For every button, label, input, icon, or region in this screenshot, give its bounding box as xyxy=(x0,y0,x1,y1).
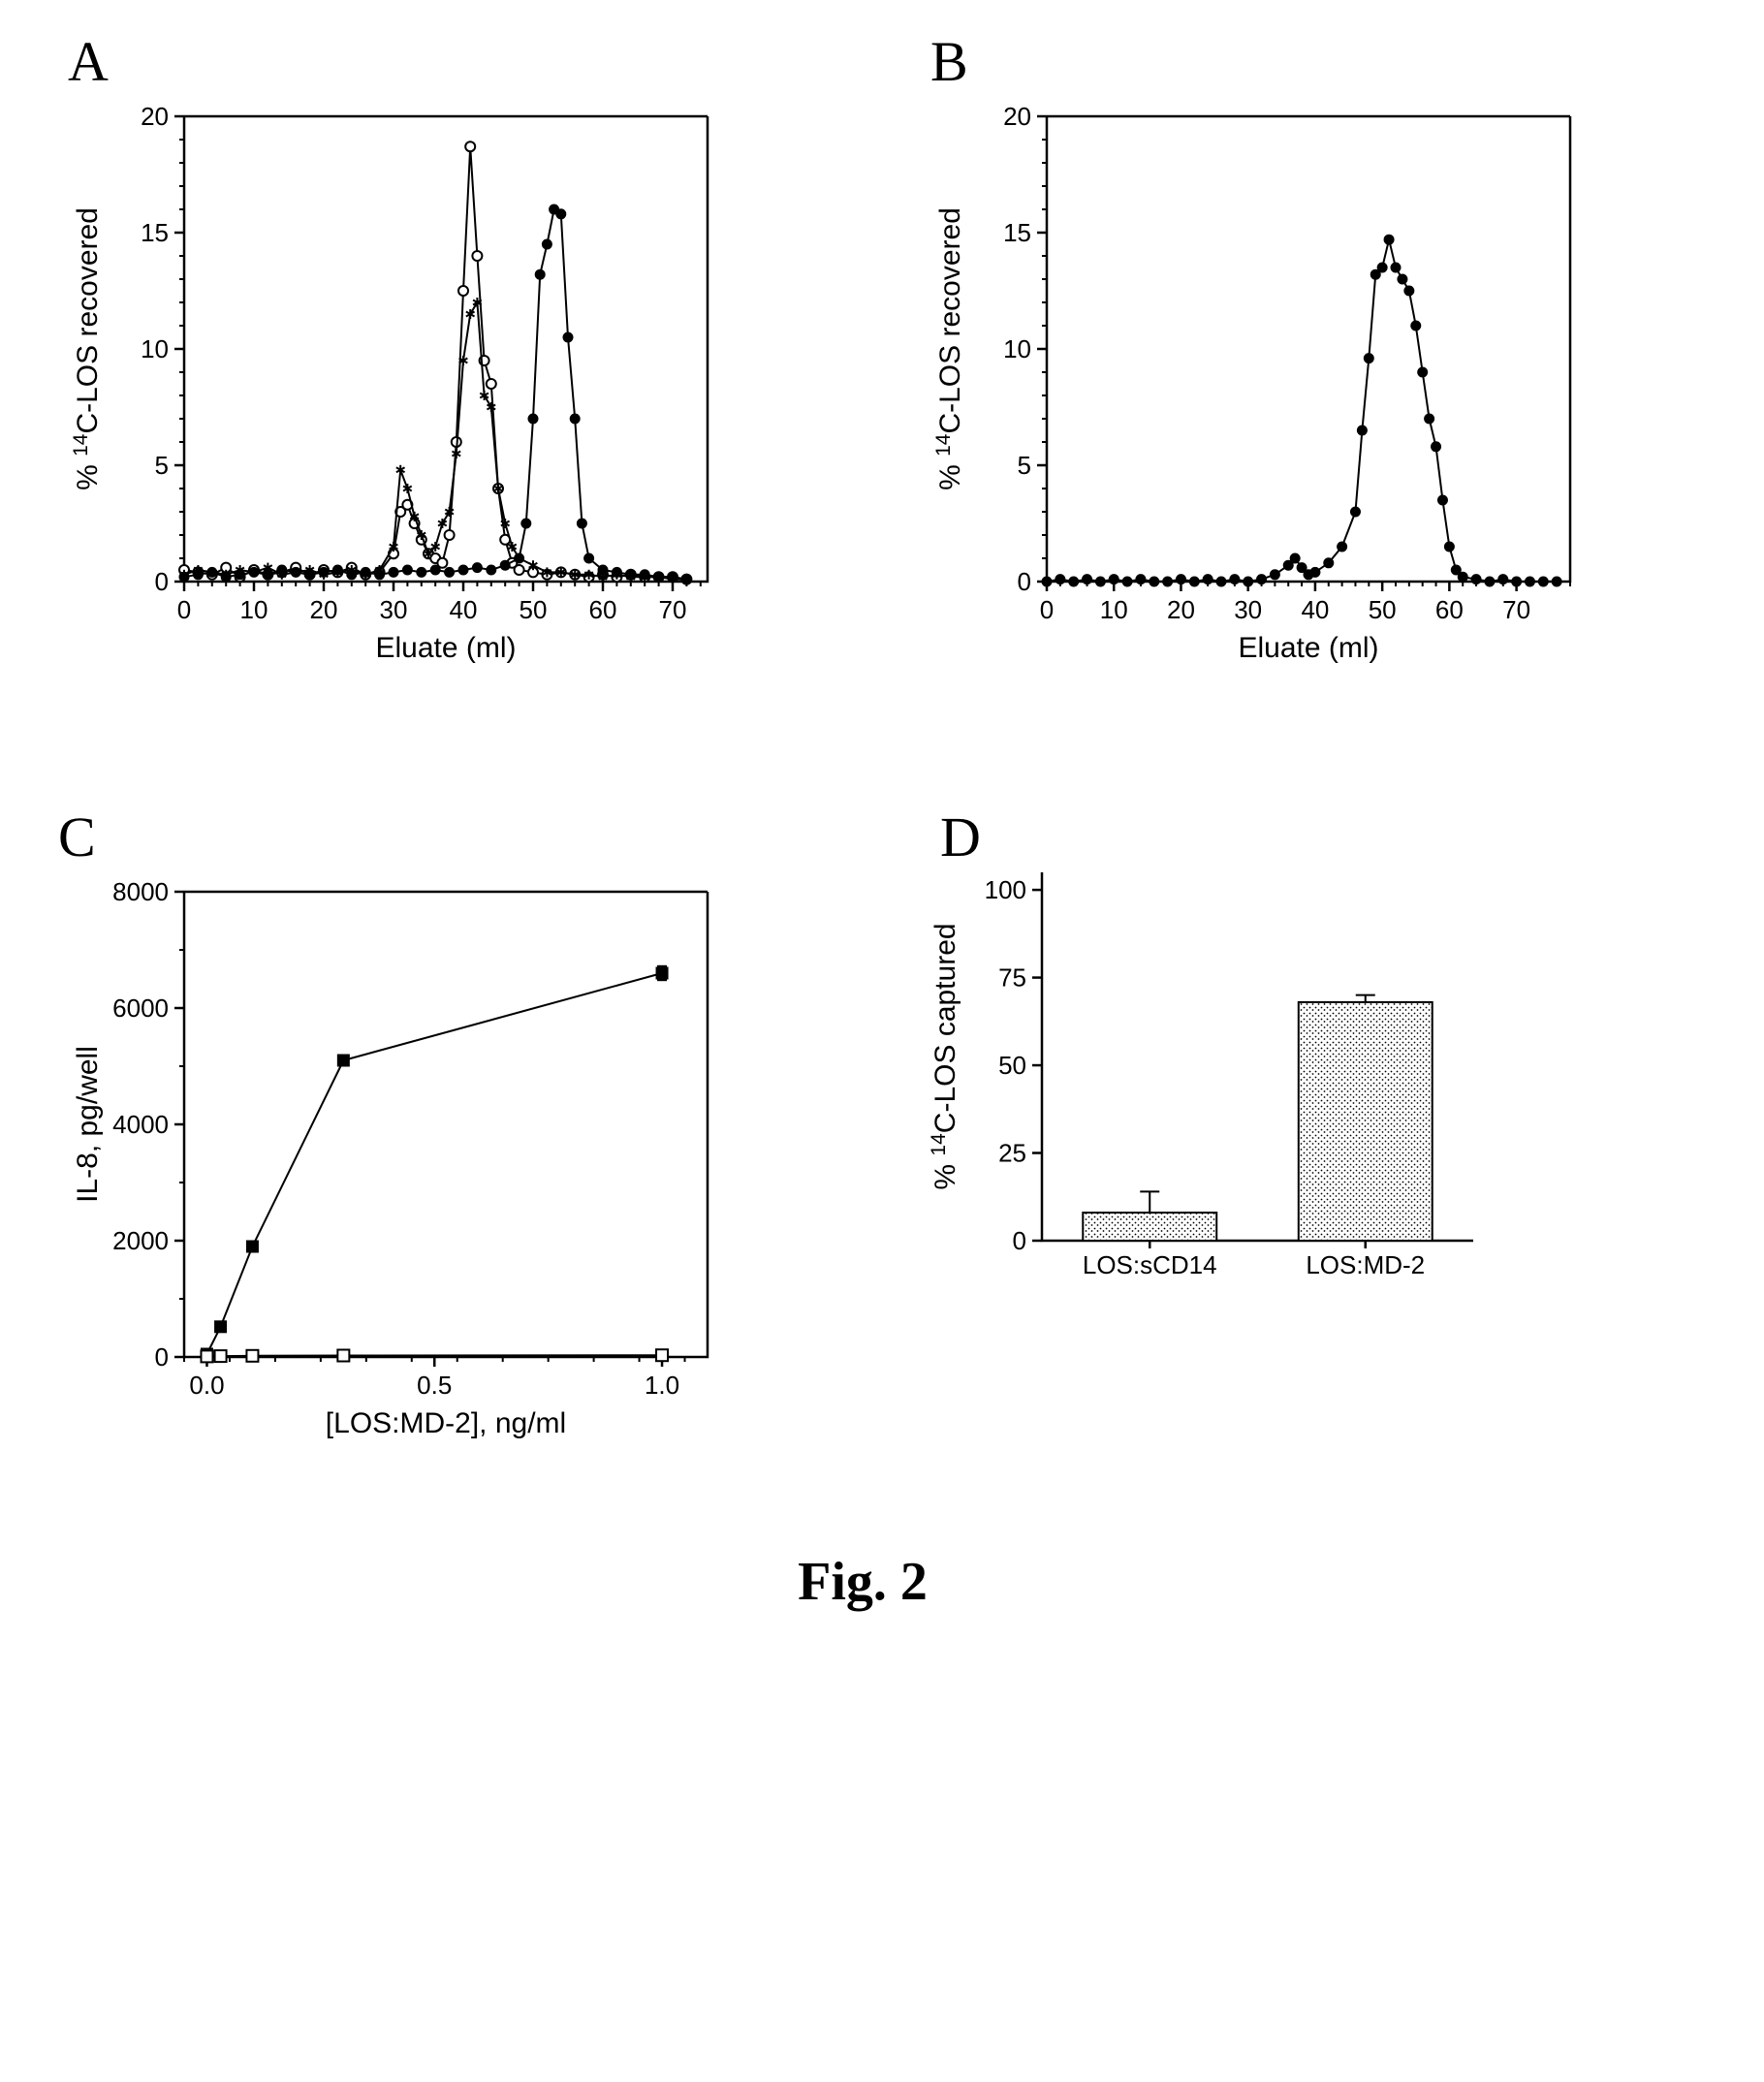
panel-d-label: D xyxy=(940,804,981,869)
svg-text:70: 70 xyxy=(1502,595,1530,624)
svg-text:50: 50 xyxy=(520,595,548,624)
svg-text:75: 75 xyxy=(998,963,1026,993)
svg-text:40: 40 xyxy=(450,595,478,624)
svg-text:IL-8, pg/well: IL-8, pg/well xyxy=(72,1046,104,1203)
panel-c-label: C xyxy=(58,804,96,869)
svg-text:0: 0 xyxy=(177,595,191,624)
svg-text:70: 70 xyxy=(659,595,687,624)
svg-text:15: 15 xyxy=(1003,218,1031,247)
panel-a-label: A xyxy=(68,29,109,94)
svg-text:10: 10 xyxy=(1100,595,1128,624)
svg-text:% 14C-LOS recovered: % 14C-LOS recovered xyxy=(70,207,104,490)
svg-text:5: 5 xyxy=(1018,451,1031,480)
panel-d-chart: 0 25 50 75 100 % 14C-LOS captured LOS:sCD14 LOS… xyxy=(901,814,1531,1357)
svg-text:0: 0 xyxy=(1013,1226,1026,1255)
svg-text:8000: 8000 xyxy=(112,877,169,906)
panel-a: A 01020304050607005101520Eluate (ml)% 14… xyxy=(39,39,824,698)
svg-text:1.0: 1.0 xyxy=(645,1371,679,1400)
svg-text:10: 10 xyxy=(240,595,268,624)
panel-b-label: B xyxy=(930,29,968,94)
svg-text:% 14C-LOS captured: % 14C-LOS captured xyxy=(928,923,961,1189)
svg-text:20: 20 xyxy=(1003,102,1031,131)
figure-2: A 01020304050607005101520Eluate (ml)% 14… xyxy=(39,39,1686,1613)
panel-c-chart: 0.0 0.5 1.0 0 2000 4000 6000 8000 [LOS:MD-2], ng… xyxy=(39,814,775,1473)
svg-text:Eluate (ml): Eluate (ml) xyxy=(375,632,516,664)
svg-text:0: 0 xyxy=(1040,595,1054,624)
svg-text:20: 20 xyxy=(1167,595,1195,624)
svg-text:LOS:sCD14: LOS:sCD14 xyxy=(1083,1250,1217,1279)
svg-text:20: 20 xyxy=(310,595,338,624)
svg-text:20: 20 xyxy=(141,102,169,131)
panel-a-chart: 0 10 20 30 40 50 60 70 0 5 10 15 20 Eluate (ml) % 14C-… xyxy=(39,39,775,698)
svg-text:30: 30 xyxy=(380,595,408,624)
svg-text:0: 0 xyxy=(155,567,169,596)
figure-caption: Fig. 2 xyxy=(39,1551,1686,1613)
svg-text:[LOS:MD-2], ng/ml: [LOS:MD-2], ng/ml xyxy=(326,1407,566,1439)
svg-text:0: 0 xyxy=(155,1342,169,1372)
svg-text:60: 60 xyxy=(1435,595,1464,624)
svg-text:4000: 4000 xyxy=(112,1110,169,1139)
svg-text:30: 30 xyxy=(1234,595,1262,624)
svg-text:2000: 2000 xyxy=(112,1226,169,1255)
svg-text:15: 15 xyxy=(141,218,169,247)
panel-c: C 0.00.51.002000400060008000[LOS:MD-2], … xyxy=(39,814,824,1473)
svg-text:LOS:MD-2: LOS:MD-2 xyxy=(1306,1250,1425,1279)
svg-text:50: 50 xyxy=(998,1051,1026,1080)
svg-text:6000: 6000 xyxy=(112,994,169,1023)
panel-b: B 01020304050607005101520Eluate (ml)% 14… xyxy=(901,39,1686,698)
panel-d: D 0255075100% 14C-LOS capturedLOS:sCD14L… xyxy=(901,814,1686,1473)
svg-text:5: 5 xyxy=(155,451,169,480)
svg-text:60: 60 xyxy=(589,595,617,624)
svg-text:10: 10 xyxy=(1003,334,1031,363)
svg-text:Eluate (ml): Eluate (ml) xyxy=(1238,632,1378,664)
panel-b-chart: 0 10 20 30 40 50 60 70 0 5 10 15 20 Eluate (ml) % 14C-… xyxy=(901,39,1638,698)
svg-text:0: 0 xyxy=(1018,567,1031,596)
svg-text:% 14C-LOS recovered: % 14C-LOS recovered xyxy=(932,207,966,490)
svg-text:40: 40 xyxy=(1301,595,1329,624)
svg-text:10: 10 xyxy=(141,334,169,363)
svg-text:0.0: 0.0 xyxy=(189,1371,224,1400)
svg-text:25: 25 xyxy=(998,1139,1026,1168)
svg-text:100: 100 xyxy=(985,875,1026,904)
svg-text:0.5: 0.5 xyxy=(417,1371,452,1400)
svg-text:50: 50 xyxy=(1369,595,1397,624)
